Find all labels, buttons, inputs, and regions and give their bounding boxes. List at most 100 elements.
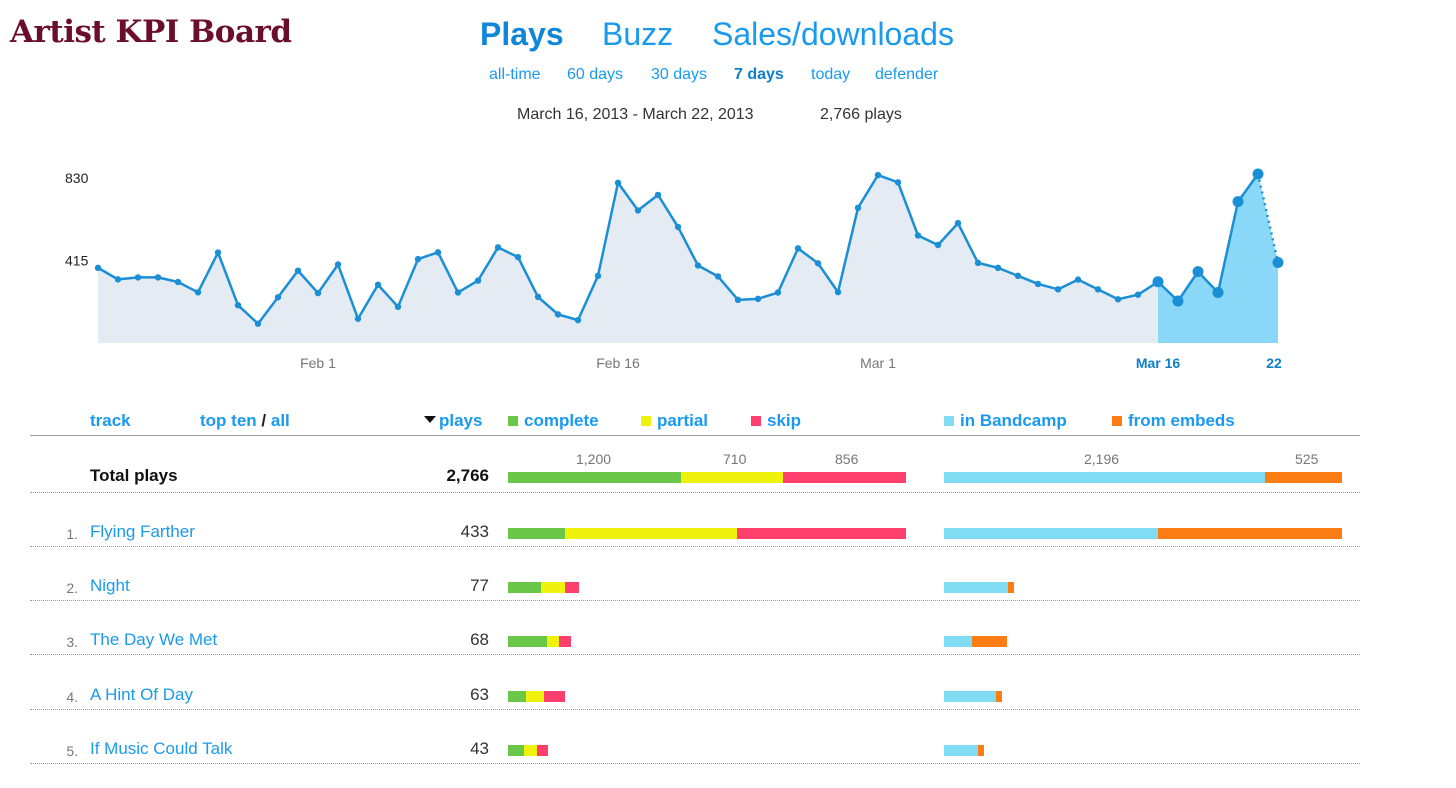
track-rank: 4. xyxy=(66,689,78,705)
total-in-bandcamp-label: 2,196 xyxy=(1084,451,1120,467)
complete-segment xyxy=(508,472,681,483)
data-point xyxy=(1034,280,1042,288)
legend-skip-label: skip xyxy=(767,411,802,430)
total-skip-label: 856 xyxy=(835,451,859,467)
legend-complete: complete xyxy=(508,411,599,431)
plays-chart: 830 415 Feb 1 Feb 16 Mar 1 Mar 16 22 xyxy=(65,168,1284,371)
data-point xyxy=(754,295,762,303)
tab-buzz[interactable]: Buzz xyxy=(602,16,674,52)
partial-segment xyxy=(565,528,737,539)
col-plays-label: plays xyxy=(439,411,483,430)
data-point xyxy=(1114,296,1122,303)
data-point xyxy=(654,191,662,199)
total-from-embeds-label: 525 xyxy=(1295,451,1319,467)
tab-plays[interactable]: Plays xyxy=(480,16,564,52)
data-point xyxy=(714,273,722,280)
data-point xyxy=(1074,276,1082,283)
track-link[interactable]: Flying Farther xyxy=(90,522,195,541)
data-point xyxy=(1172,295,1184,307)
track-plays: 63 xyxy=(470,685,489,704)
legend-skip: skip xyxy=(751,411,801,431)
data-point xyxy=(474,277,482,284)
data-point xyxy=(554,311,562,318)
data-point xyxy=(414,255,422,263)
data-point xyxy=(534,293,542,301)
complete-segment xyxy=(508,582,541,593)
complete-segment xyxy=(508,528,565,539)
skip-segment xyxy=(537,745,548,756)
track-plays: 68 xyxy=(470,630,489,649)
in-bandcamp-segment xyxy=(944,691,996,702)
data-point xyxy=(114,276,122,283)
date-range: March 16, 2013 - March 22, 2013 xyxy=(517,106,754,123)
y-tick-label: 415 xyxy=(65,253,89,269)
data-point xyxy=(334,261,342,268)
total-plays-summary: 2,766 plays xyxy=(820,106,902,123)
chart-area xyxy=(98,174,1278,343)
row-divider xyxy=(30,709,1360,710)
x-tick-label: Feb 1 xyxy=(300,355,336,371)
range-today[interactable]: today xyxy=(811,66,851,83)
data-point xyxy=(1212,287,1224,299)
in-bandcamp-segment xyxy=(944,582,1008,593)
partial-segment xyxy=(524,745,537,756)
total-source-bar xyxy=(944,472,1342,483)
skip-segment xyxy=(559,636,571,647)
data-point xyxy=(1152,276,1164,288)
tab-sales-downloads[interactable]: Sales/downloads xyxy=(712,16,954,52)
skip-segment xyxy=(544,691,565,702)
partial-segment xyxy=(547,636,559,647)
track-rank: 5. xyxy=(66,743,78,759)
row-divider xyxy=(30,763,1360,764)
track-rank: 3. xyxy=(66,634,78,650)
data-point xyxy=(734,296,742,304)
data-point xyxy=(1094,286,1102,293)
data-point xyxy=(834,288,842,296)
data-point xyxy=(954,219,962,227)
track-link[interactable]: Night xyxy=(90,576,130,595)
col-track[interactable]: track xyxy=(90,411,131,430)
all-link[interactable]: all xyxy=(270,411,290,430)
selected-range-area xyxy=(1158,174,1278,343)
track-link[interactable]: If Music Could Talk xyxy=(90,739,233,758)
track-link[interactable]: The Day We Met xyxy=(90,630,218,649)
data-point xyxy=(514,253,522,261)
legend-in-bandcamp-label: in Bandcamp xyxy=(960,411,1067,430)
completion-bar xyxy=(508,528,906,539)
range-defender[interactable]: defender xyxy=(875,66,939,83)
data-point xyxy=(374,281,382,288)
row-divider xyxy=(30,600,1360,601)
data-point xyxy=(814,260,822,267)
x-tick-label: 22 xyxy=(1266,355,1282,371)
data-point xyxy=(1192,266,1204,278)
top-ten-link[interactable]: top ten xyxy=(200,411,257,430)
range-7-days[interactable]: 7 days xyxy=(734,66,784,83)
data-point xyxy=(354,315,362,322)
data-point xyxy=(634,207,642,214)
range-30-days[interactable]: 30 days xyxy=(651,66,708,83)
track-plays: 433 xyxy=(460,522,489,541)
range-60-days[interactable]: 60 days xyxy=(567,66,624,83)
data-point xyxy=(914,232,922,239)
data-point xyxy=(574,316,582,324)
data-point xyxy=(614,179,622,186)
completion-bar xyxy=(508,636,571,647)
track-link[interactable]: A Hint Of Day xyxy=(90,685,193,704)
data-point xyxy=(1252,168,1264,180)
legend-partial-label: partial xyxy=(657,411,709,430)
data-point xyxy=(234,302,242,309)
data-point xyxy=(1232,196,1244,208)
in-bandcamp-segment xyxy=(944,472,1265,483)
data-point xyxy=(794,245,802,252)
complete-segment xyxy=(508,745,524,756)
col-plays[interactable]: plays xyxy=(423,411,482,431)
data-point xyxy=(994,264,1002,272)
x-tick-label: Mar 1 xyxy=(860,355,896,371)
data-point xyxy=(134,274,142,281)
range-all-time[interactable]: all-time xyxy=(489,66,541,83)
data-point xyxy=(294,267,302,274)
data-point xyxy=(1272,256,1284,268)
